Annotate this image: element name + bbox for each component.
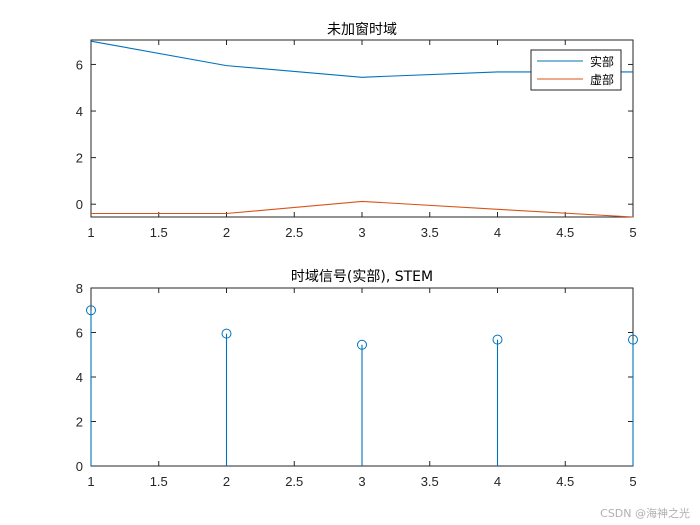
x-tick-label: 1.5	[150, 474, 168, 489]
x-tick-label: 2	[223, 225, 230, 240]
x-tick-label: 3	[358, 474, 365, 489]
y-tick-label: 4	[76, 104, 83, 119]
y-tick-label: 0	[76, 459, 83, 474]
y-tick-label: 2	[76, 415, 83, 430]
legend: 实部 虚部	[530, 49, 622, 91]
legend-box	[530, 49, 622, 91]
x-tick-label: 4	[494, 225, 501, 240]
y-tick-label: 6	[76, 326, 83, 341]
x-tick-label: 3.5	[421, 225, 439, 240]
y-tick-label: 4	[76, 370, 83, 385]
top-subplot: 未加窗时域 1 1.5 2 2.5 3 3.5 4 4.5 5 0 2 4 6 实部 虚部	[76, 21, 637, 240]
stem-marker	[357, 339, 367, 350]
x-tick-label: 4	[494, 474, 501, 489]
stem-marker	[628, 334, 638, 345]
bottom-subplot-title: 时域信号(实部), STEM	[291, 269, 433, 285]
x-tick-label: 3	[358, 225, 365, 240]
y-tick-label: 0	[76, 197, 83, 212]
x-tick-label: 4.5	[556, 225, 574, 240]
x-tick-label: 2.5	[285, 474, 303, 489]
x-tick-label: 1	[87, 225, 94, 240]
x-tick-label: 5	[629, 225, 636, 240]
x-tick-label: 5	[629, 474, 636, 489]
y-tick-label: 8	[76, 281, 83, 296]
stem-marker	[86, 305, 96, 316]
top-subplot-title: 未加窗时域	[327, 21, 397, 38]
x-tick-label: 3.5	[421, 474, 439, 489]
series-line-2	[91, 200, 634, 218]
x-tick-label: 1	[87, 474, 94, 489]
top-subplot-ticks: 1 1.5 2 2.5 3 3.5 4 4.5 5 0 2 4 6	[76, 40, 637, 240]
stem-marker	[492, 334, 503, 345]
x-tick-label: 1.5	[150, 225, 168, 240]
x-tick-label: 2	[223, 474, 230, 489]
legend-label-series-1: 实部	[590, 54, 614, 69]
legend-label-series-2: 虚部	[590, 72, 614, 87]
y-tick-label: 2	[76, 151, 83, 166]
y-tick-label: 6	[76, 57, 83, 72]
x-tick-label: 2.5	[285, 225, 303, 240]
bottom-subplot-stems	[86, 305, 638, 466]
stem-marker	[221, 328, 232, 339]
x-tick-label: 4.5	[556, 474, 574, 489]
bottom-subplot-ticks: 1 1.5 2 2.5 3 3.5 4 4.5 5 0 2 4 6 8	[76, 281, 637, 489]
watermark: CSDN @海神之光	[600, 507, 690, 520]
bottom-subplot: 时域信号(实部), STEM 1 1.5 2 2.5 3 3.5 4 4.5 5 0 2 4 6 8	[76, 269, 638, 489]
